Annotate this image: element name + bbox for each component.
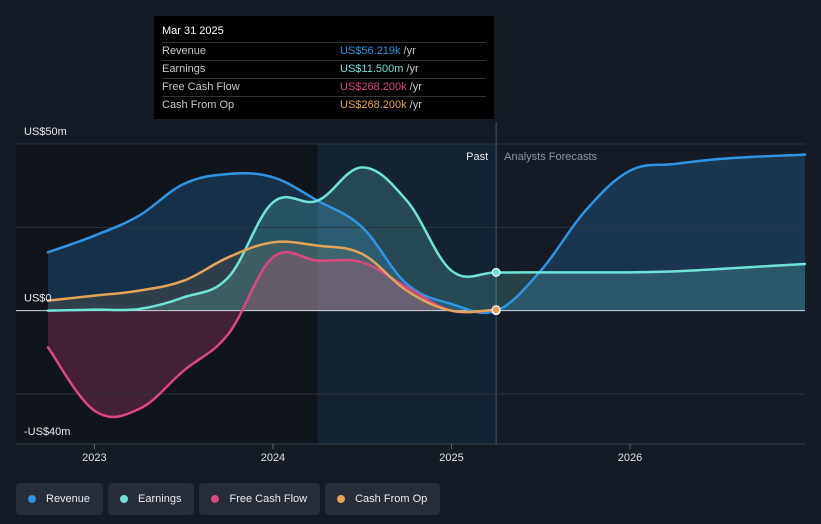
free-cash-flow-line [46,250,498,419]
cash-from-op-area [48,241,497,313]
earnings-line [46,166,807,312]
x-tick-label: 2023 [82,452,106,464]
x-tick-label: 2026 [618,452,642,464]
revenue-line [46,153,807,315]
cash-from-op-marker [491,305,501,315]
legend-label: Cash From Op [355,493,428,505]
x-tick-label: 2024 [261,452,285,464]
y-tick-label: US$0 [24,293,52,305]
legend-label: Revenue [46,493,91,505]
tooltip-unit: /yr [403,45,416,57]
earnings-dot-icon [120,495,129,503]
cash-from-op-dot-icon [337,495,346,503]
y-tick-label: US$50m [24,126,67,138]
legend-item-earnings[interactable]: Earnings [108,483,195,515]
tooltip-label: Cash From Op [162,99,235,111]
tooltip-value: US$56.219k [340,45,401,57]
legend-label: Free Cash Flow [229,493,308,505]
tooltip-label: Earnings [162,63,206,75]
forecast-label: Analysts Forecasts [504,151,597,163]
revenue-dot-icon [28,495,36,503]
tooltip-row-free-cash-flow: Free Cash Flow US$268.200k /yr [162,79,486,97]
x-tick-label: 2025 [439,452,463,464]
legend-item-free-cash-flow[interactable]: Free Cash Flow [199,483,321,515]
tooltip-unit: /yr [409,81,422,93]
tooltip-row-revenue: Revenue US$56.219k /yr [162,43,486,61]
free-cash-flow-dot-icon [211,495,220,503]
free-cash-flow-area [48,252,497,417]
tooltip-date: Mar 31 2025 [162,22,486,43]
tooltip-row-earnings: Earnings US$11.500m /yr [162,61,486,79]
legend-item-cash-from-op[interactable]: Cash From Op [325,483,441,515]
chart-area: US$50m US$0 -US$40m 2023 2024 2025 2026 Past Ana… [16,122,807,464]
tooltip-label: Free Cash Flow [162,81,240,93]
cash-from-op-line [46,240,498,314]
tooltip-row-cash-from-op: Cash From Op US$268.200k /yr [162,97,486,114]
y-tick-label: -US$40m [24,426,70,438]
legend-label: Earnings [138,493,182,505]
past-label: Past [466,151,488,163]
legend-item-revenue[interactable]: Revenue [16,483,104,515]
tooltip-value: US$268.200k [340,99,407,111]
tooltip-unit: /yr [409,99,422,111]
earnings-marker [491,267,501,277]
tooltip-value: US$11.500m [340,63,404,75]
legend: Revenue Earnings Free Cash Flow Cash Fro… [16,483,441,515]
earnings-area [48,167,805,311]
tooltip-unit: /yr [406,63,419,75]
tooltip-label: Revenue [162,45,207,57]
tooltip: Mar 31 2025 Revenue US$56.219k /yr Earni… [154,16,494,119]
tooltip-value: US$268.200k [340,81,407,93]
